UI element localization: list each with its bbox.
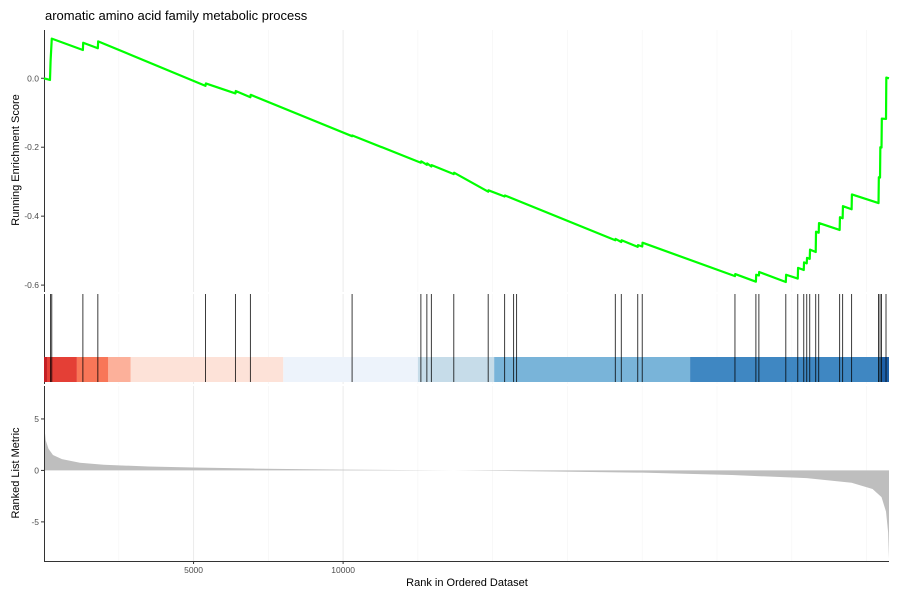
color-bar-segment	[417, 357, 495, 382]
rank-color-bar	[44, 357, 889, 382]
color-bar-segment	[108, 357, 131, 382]
chart-title: aromatic amino acid family metabolic pro…	[45, 8, 308, 23]
ranked-metric-area	[44, 424, 889, 559]
ranked-y-label: Ranked List Metric	[10, 427, 22, 519]
enrichment-panel: 0.0 -0.2 -0.4 -0.6 Running Enrichment Score	[10, 30, 890, 292]
x-ticks: 5000 10000	[184, 561, 355, 575]
color-bar-segment	[130, 357, 284, 382]
ranked-y-tick-label: 5	[34, 414, 39, 424]
color-bar-segment	[881, 357, 889, 382]
ranked-y-ticks: 5 0 -5	[31, 414, 44, 527]
ranked-y-tick-label: -5	[31, 517, 39, 527]
enrichment-y-tick-label: -0.4	[24, 211, 39, 221]
ranked-gridlines	[118, 386, 867, 561]
enrichment-gridlines	[118, 30, 867, 292]
color-bar-segment	[76, 357, 109, 382]
enrichment-y-tick-label: -0.6	[24, 280, 39, 290]
enrichment-y-tick-label: -0.2	[24, 142, 39, 152]
ranked-y-tick-label: 0	[34, 465, 39, 475]
x-axis-label: Rank in Ordered Dataset	[406, 577, 528, 589]
x-tick-label: 10000	[331, 565, 355, 575]
enrichment-y-tick-label: 0.0	[27, 73, 39, 83]
x-tick-label: 5000	[184, 565, 203, 575]
enrichment-score-line	[43, 37, 890, 284]
enrichment-y-ticks: 0.0 -0.2 -0.4 -0.6	[24, 73, 44, 290]
ranked-panel: 5 0 -5 5000 10000 Ranked List Metric Rank i…	[10, 386, 889, 589]
enrichment-y-label: Running Enrichment Score	[10, 94, 22, 225]
color-bar-segment	[283, 357, 418, 382]
color-bar-segment	[44, 357, 47, 382]
color-bar-segment	[494, 357, 691, 382]
gene-hit-marks	[50, 294, 887, 382]
hits-panel	[44, 294, 889, 384]
